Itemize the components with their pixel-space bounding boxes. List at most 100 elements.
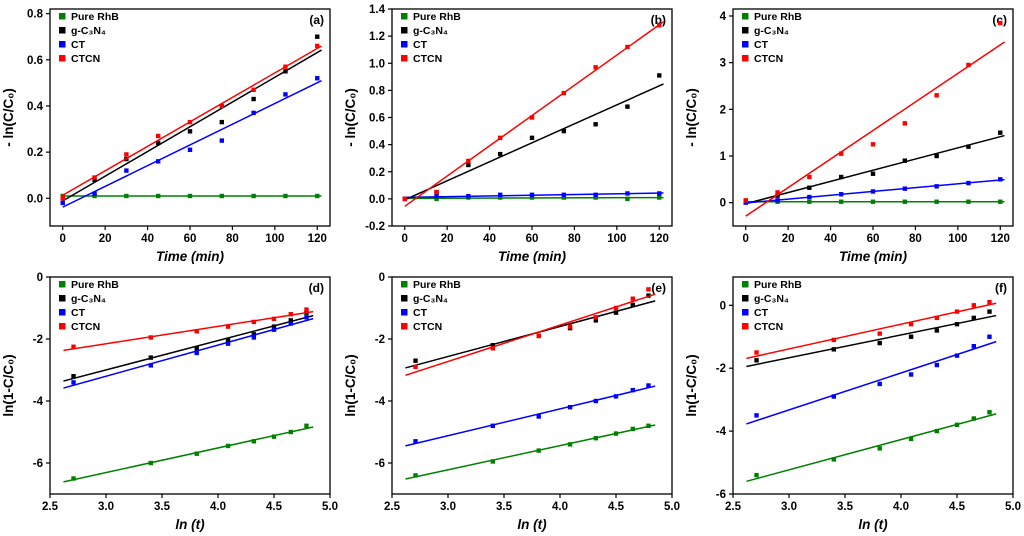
x-tick-label: 120 [649, 233, 668, 245]
x-tick-label: 5.0 [664, 501, 680, 513]
legend: Pure RhB g-C₃N₄ CT CTCN [400, 11, 461, 65]
data-point [187, 129, 193, 134]
fit-line-Pure RhB [746, 413, 997, 483]
data-point [225, 341, 231, 346]
data-point [271, 324, 277, 329]
data-point [624, 104, 630, 109]
data-point [966, 180, 971, 186]
legend-swatch [59, 13, 66, 20]
x-tick-label: 0 [401, 233, 407, 245]
data-point [908, 334, 914, 339]
x-axis-label: Time (min) [497, 249, 566, 264]
data-point [831, 394, 836, 399]
data-point [593, 318, 598, 323]
data-point [934, 362, 940, 368]
panel-e-chart: 2.5 3.0 3.5 4.0 4.5 5.0 0 -2 -4 -6 ln (t) ln(1-C/C₀… [343, 272, 680, 532]
data-point [592, 192, 598, 198]
data-point [251, 96, 256, 102]
data-point [155, 193, 161, 199]
data-point [155, 159, 161, 164]
x-tick-label: 4.5 [266, 501, 283, 513]
data-point [966, 199, 971, 204]
data-point [877, 381, 882, 387]
data-point [934, 153, 939, 159]
fit-line-CT [746, 340, 997, 425]
legend-swatch [742, 281, 749, 288]
legend-label: g-C₃N₄ [754, 293, 789, 305]
y-tick-label: -4 [33, 396, 44, 408]
data-point [536, 333, 541, 339]
data-point [315, 193, 320, 199]
data-point [561, 128, 566, 134]
fit-line-CT [62, 80, 322, 208]
y-axis-label: - ln(C/C₀) [1, 88, 16, 147]
data-point [966, 144, 971, 149]
data-point [465, 193, 471, 199]
data-point [561, 90, 566, 96]
data-point [288, 321, 293, 326]
y-tick-label: 1 [720, 151, 727, 163]
data-point [987, 299, 992, 305]
data-point [807, 194, 812, 200]
legend-swatch [742, 295, 749, 302]
data-point [754, 358, 759, 363]
data-point [433, 189, 439, 195]
data-point [433, 193, 439, 199]
legend-swatch [400, 281, 407, 288]
legend-swatch [59, 27, 66, 34]
y-tick-label: -6 [33, 458, 43, 470]
data-point [908, 372, 914, 377]
legend-swatch [742, 13, 749, 20]
data-point [902, 199, 908, 204]
plot-frame [49, 276, 331, 495]
data-point [838, 192, 844, 197]
legend-swatch [59, 295, 66, 302]
panel-e: 2.5 3.0 3.5 4.0 4.5 5.0 0 -2 -4 -6 ln (t) ln(1-C/C₀… [342, 268, 683, 536]
x-tick-label: 2.5 [725, 501, 742, 513]
y-tick-label: 1.4 [369, 4, 386, 16]
data-point [497, 151, 502, 157]
data-point [497, 135, 502, 141]
y-axis-label: - ln(C/C₀) [343, 88, 358, 147]
data-point [71, 380, 76, 385]
legend-swatch [59, 41, 66, 48]
data-point [561, 195, 566, 200]
data-point [412, 358, 418, 363]
y-tick-label: 3 [720, 58, 726, 70]
y-tick-label: -6 [716, 489, 726, 501]
fit-line-CTCN [746, 302, 997, 360]
data-point [283, 92, 288, 97]
data-point [315, 34, 320, 39]
data-point [60, 200, 65, 206]
data-point [219, 103, 225, 109]
data-point [971, 303, 976, 308]
y-tick-label: 0.8 [369, 85, 386, 97]
data-point [567, 405, 572, 410]
data-point [870, 142, 876, 147]
data-point [529, 192, 534, 198]
panel-c: 0 20 40 60 80 100 120 0 1 2 3 4 Time (min) - ln(C/C₀)… [683, 0, 1024, 268]
data-point [831, 457, 836, 462]
y-tick-label: -2 [33, 334, 43, 346]
data-point [630, 426, 635, 432]
data-point [412, 473, 418, 478]
legend-label: CTCN [413, 53, 442, 65]
legend-label: g-C₃N₄ [71, 293, 106, 305]
legend-swatch [59, 323, 66, 330]
data-point [433, 196, 439, 202]
y-axis-label: ln(1-C/C₀) [1, 354, 16, 416]
y-tick-label: -0.2 [365, 221, 385, 233]
legend: Pure RhB g-C₃N₄ CT CTCN [59, 11, 119, 65]
legend-swatch [400, 41, 407, 48]
data-point [987, 309, 992, 314]
data-point [971, 315, 976, 321]
data-point [592, 122, 598, 127]
legend-label: CTCN [754, 321, 783, 333]
data-point [194, 451, 199, 456]
y-tick-label: -4 [716, 426, 727, 438]
legend-label: CTCN [71, 321, 100, 333]
legend-label: g-C₃N₄ [71, 25, 106, 37]
panel-letter: (c) [992, 13, 1007, 27]
y-tick-label: -4 [374, 396, 385, 408]
data-point [877, 340, 882, 346]
